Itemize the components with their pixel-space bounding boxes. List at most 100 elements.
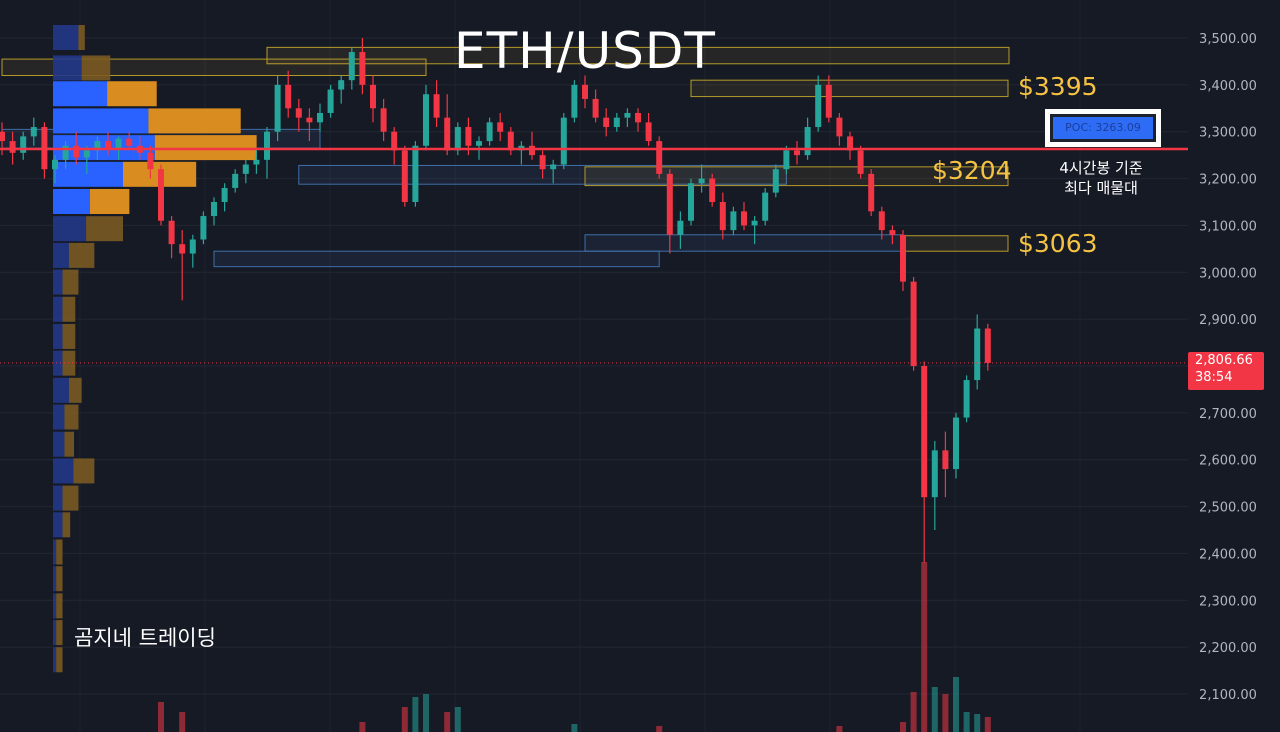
candle-body — [295, 108, 302, 118]
candle-body — [709, 178, 716, 202]
candle-body — [507, 131, 514, 151]
candle-body — [115, 138, 122, 149]
candle-body — [306, 117, 313, 123]
profile-bar-sell — [56, 593, 63, 619]
profile-bar-buy — [53, 242, 69, 268]
watermark: 곰지네 트레이딩 — [74, 626, 216, 650]
profile-bar-buy — [53, 566, 57, 592]
candle-body — [539, 155, 546, 170]
candle-body — [857, 150, 864, 174]
profile-bar-buy — [53, 485, 63, 511]
profile-bar-sell — [81, 55, 111, 81]
y-axis-tick-label: 3,400.00 — [1199, 79, 1257, 94]
candle-body — [454, 127, 461, 151]
profile-bar-buy — [53, 458, 74, 484]
profile-bar-sell — [107, 81, 157, 107]
last-price-value: 2,806.66 — [1195, 353, 1253, 368]
candle-body — [878, 211, 885, 231]
candle-body — [412, 145, 419, 202]
candle-body — [497, 122, 504, 132]
candle-body — [741, 211, 747, 226]
candle-body — [931, 450, 938, 498]
profile-bar-buy — [53, 512, 63, 538]
y-axis-tick-label: 2,900.00 — [1199, 313, 1257, 328]
volume-bar — [656, 726, 663, 732]
last-price-countdown: 38:54 — [1195, 370, 1233, 385]
profile-bar-sell — [64, 431, 74, 457]
zone-box — [902, 235, 1009, 252]
candle-body — [380, 108, 387, 132]
zone-box — [213, 250, 660, 268]
volume-bar — [571, 724, 578, 732]
candle-body — [52, 159, 58, 170]
candle-body — [253, 159, 260, 165]
profile-bar-sell — [148, 108, 241, 134]
volume-bar — [158, 702, 164, 732]
level-label-3063: $3063 — [1018, 229, 1098, 258]
candle-body — [815, 84, 822, 128]
profile-bar-buy — [53, 647, 57, 673]
candle-body — [613, 117, 620, 128]
candle-body — [444, 117, 451, 151]
zone-box — [266, 46, 1010, 65]
candle-body — [825, 84, 832, 118]
candle-body — [921, 366, 928, 498]
level-label-3204: $3204 — [932, 156, 1012, 185]
candle-body — [158, 169, 164, 221]
profile-bar-buy — [53, 25, 79, 50]
candle-body — [147, 152, 154, 170]
candle-body — [317, 112, 323, 123]
profile-bar-sell — [56, 539, 63, 565]
profile-bar-sell — [154, 135, 257, 161]
profile-bar-sell — [78, 25, 85, 50]
candle-body — [889, 230, 896, 235]
candle-body — [730, 211, 737, 231]
candle-body — [211, 202, 217, 217]
candle-body — [423, 94, 429, 146]
candle-body — [105, 141, 111, 149]
volume-bar — [836, 726, 843, 732]
profile-bar-sell — [56, 566, 63, 592]
volume-bar — [179, 712, 186, 732]
profile-bar-buy — [53, 350, 63, 376]
profile-bar-sell — [73, 458, 95, 484]
candle-body — [359, 52, 366, 85]
profile-bar-buy — [53, 216, 87, 242]
profile-bar-buy — [53, 377, 69, 403]
candle-body — [868, 173, 875, 212]
volume-bar — [953, 677, 959, 732]
profile-bar-buy — [53, 620, 57, 646]
y-axis-tick-label: 2,500.00 — [1199, 501, 1257, 516]
candle-body — [603, 117, 610, 128]
candle-body — [529, 145, 535, 156]
poc-note-line-2: 최다 매물대 — [1064, 179, 1138, 197]
volume-bar — [921, 562, 928, 732]
profile-bar-buy — [53, 593, 57, 619]
y-axis-tick-label: 3,200.00 — [1199, 173, 1257, 188]
candle-body — [232, 173, 239, 188]
volume-bar — [974, 714, 981, 732]
candle-body — [62, 145, 69, 160]
candle-body — [179, 244, 186, 254]
candle-body — [73, 145, 80, 158]
poc-note: 4시간봉 기준 최다 매물대 — [1036, 158, 1166, 198]
volume-bar — [984, 717, 991, 732]
profile-bar-sell — [86, 216, 123, 242]
candle-body — [9, 141, 16, 153]
candle-body — [762, 192, 769, 221]
profile-bar-sell — [56, 647, 63, 673]
zone-box — [690, 79, 1009, 98]
profile-bar-sell — [56, 620, 63, 646]
candle-body — [804, 127, 811, 156]
candle-body — [571, 84, 578, 118]
poc-label: POC: 3263.09 — [1053, 117, 1153, 139]
candle-body — [285, 84, 292, 109]
profile-bar-buy — [53, 108, 149, 134]
y-axis-tick-label: 3,500.00 — [1199, 32, 1257, 47]
candle-body — [698, 178, 705, 184]
level-label-3395: $3395 — [1018, 72, 1098, 101]
candle-body — [624, 112, 631, 118]
candle-body — [126, 138, 133, 146]
